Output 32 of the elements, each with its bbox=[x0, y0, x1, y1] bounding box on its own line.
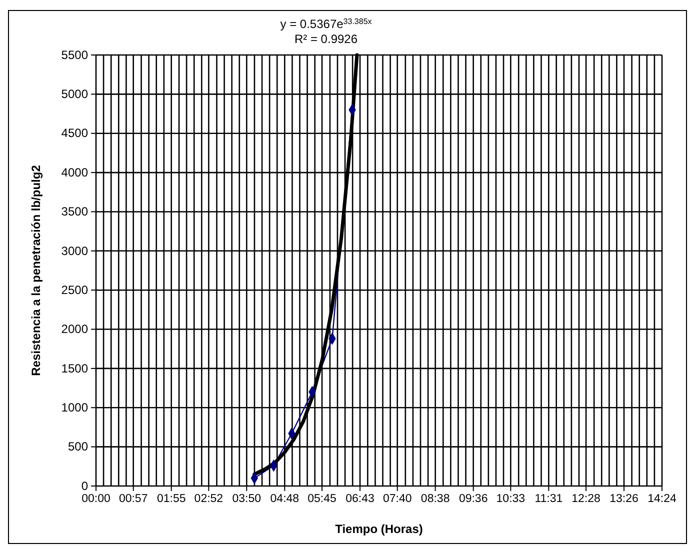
y-tick-label: 3500 bbox=[61, 204, 88, 219]
x-tick-label: 11:31 bbox=[534, 493, 563, 506]
x-tick-label: 10:33 bbox=[496, 493, 526, 506]
x-tick-label: 07:40 bbox=[382, 493, 412, 506]
x-tick-label: 05:45 bbox=[308, 493, 336, 506]
x-tick-label: 00:57 bbox=[118, 493, 148, 506]
x-tick-label: 00:00 bbox=[82, 493, 110, 506]
x-tick-label: 06:43 bbox=[346, 493, 374, 506]
y-tick-label: 0 bbox=[81, 478, 88, 493]
x-tick-label: 08:38 bbox=[420, 493, 450, 506]
x-tick-label: 13:26 bbox=[610, 493, 638, 506]
y-axis-title: Resistencia a la penetración lb/pulg2 bbox=[29, 164, 43, 376]
y-tick-label: 500 bbox=[68, 440, 88, 454]
x-tick-label: 14:24 bbox=[648, 493, 677, 506]
x-axis-title: Tiempo (Horas) bbox=[335, 522, 423, 536]
y-tick-label: 4000 bbox=[61, 165, 88, 180]
x-tick-label: 04:48 bbox=[270, 493, 300, 506]
text: R² = 0.9926 bbox=[294, 32, 358, 46]
y-tick-label: 1500 bbox=[61, 361, 88, 376]
x-tick-label: 12:28 bbox=[572, 493, 600, 506]
y-tick-label: 2500 bbox=[61, 282, 88, 297]
x-tick-label: 01:55 bbox=[156, 493, 186, 506]
x-tick-label: 03:50 bbox=[232, 493, 262, 506]
x-tick-label: 02:52 bbox=[194, 493, 224, 506]
text: y = 0.5367e$^{33.385x}$ bbox=[280, 16, 372, 31]
y-tick-label: 3000 bbox=[61, 244, 88, 258]
y-tick-label: 2000 bbox=[61, 322, 88, 336]
y-tick-label: 5000 bbox=[61, 87, 88, 102]
y-tick-label: 1000 bbox=[61, 400, 88, 414]
y-tick-label: 5500 bbox=[61, 48, 88, 62]
x-tick-label: 09:36 bbox=[458, 493, 488, 506]
y-tick-label: 4500 bbox=[61, 126, 88, 140]
